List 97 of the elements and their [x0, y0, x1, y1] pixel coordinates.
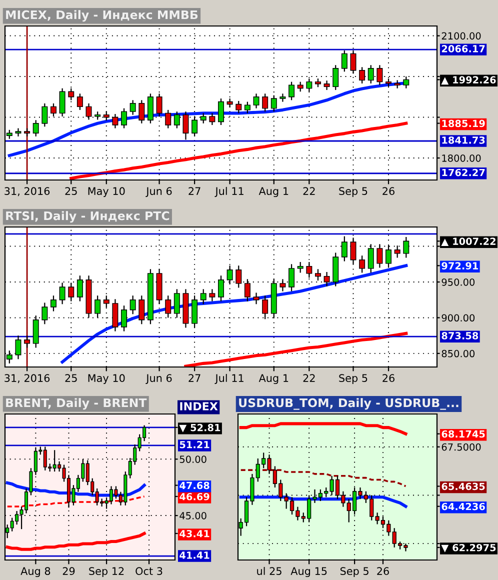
candlestick: [270, 94, 277, 112]
y-tick-label: 65.4635: [442, 482, 485, 490]
candlestick: [288, 81, 295, 101]
y-tick-label: 1800.00: [442, 154, 481, 162]
x-tick-label: ul 25: [257, 566, 282, 576]
candlestick: [297, 81, 304, 92]
x-tick-label: Sep 5: [339, 374, 368, 384]
x-tick-label: 22: [303, 187, 315, 195]
x-tick-label: 26: [382, 374, 394, 382]
x-tick-label: 22: [303, 374, 315, 382]
x-tick-label: Sep 5: [340, 567, 368, 578]
x-tick-label: Aug 8: [20, 567, 50, 578]
y-tick-label: ▲ 1007.22: [441, 238, 496, 246]
y-tick-label: 950.00: [442, 278, 475, 286]
candlestick: [76, 93, 83, 110]
y-tick-label: ▼ 52.81: [179, 424, 220, 432]
x-tick-label: Sep 5: [339, 187, 368, 198]
y-tick-label: 850.00: [442, 350, 475, 358]
chart-title: RTSI, Daily - Индекс РТС: [6, 211, 170, 223]
candlestick: [324, 80, 330, 91]
y-tick-label: 47.68: [180, 482, 210, 490]
x-tick-label: Jun 6: [146, 187, 172, 197]
y-tick-label: 43.41: [180, 530, 210, 538]
candlestick: [130, 295, 136, 315]
y-tick-label: 2100.00: [442, 32, 481, 40]
candlestick: [280, 93, 286, 102]
text: INDEX: [180, 402, 218, 410]
candlestick: [130, 100, 136, 116]
candlestick: [59, 88, 66, 117]
candlestick: [112, 113, 118, 129]
y-tick-label: 50.00: [180, 456, 206, 463]
candlestick: [262, 93, 268, 112]
x-tick-label: 25: [65, 187, 77, 196]
candlestick: [109, 486, 114, 505]
candlestick: [24, 335, 30, 348]
x-tick-label: Jun 6: [146, 374, 172, 384]
candlestick: [209, 112, 216, 126]
x-tick-label: Oct 3: [136, 567, 162, 576]
x-tick-label: Aug 15: [290, 567, 327, 578]
ref-line-label: 51.21: [180, 440, 210, 448]
x-tick-label: Aug 1: [258, 187, 288, 198]
ref-line-label: 41.41: [180, 552, 210, 559]
y-tick-label: ▼ 62.2975: [441, 544, 496, 552]
x-tick-label: Sep 12: [89, 567, 124, 578]
candlestick: [359, 255, 366, 274]
candlestick: [280, 278, 286, 292]
line-series: [239, 422, 408, 436]
x-tick-label: 31, 2016: [4, 374, 50, 384]
x-tick-label: 29: [62, 567, 75, 576]
chart-title: MICEX, Daily - Индекс ММВБ: [6, 10, 198, 22]
y-tick-label: 64.4236: [442, 502, 485, 510]
candlestick: [200, 288, 206, 305]
candlestick: [236, 100, 242, 114]
y-tick-label: 900.00: [442, 314, 475, 322]
y-tick-label: ▲ 1992.26: [441, 76, 496, 85]
x-tick-label: Jul 11: [214, 186, 244, 197]
ref-line-label: 873.58: [442, 332, 478, 340]
x-tick-label: Jul 11: [214, 374, 244, 384]
candlestick: [314, 268, 321, 282]
y-tick-label: 46.69: [180, 492, 210, 500]
x-tick-label: Aug 1: [258, 374, 288, 384]
chart-title: BRENT, Daily - BRENT: [6, 398, 147, 410]
candlestick: [32, 120, 39, 137]
candlestick: [112, 298, 118, 332]
line-series: [60, 264, 408, 364]
ref-line-label: 1841.73: [442, 136, 485, 144]
x-tick-label: May 10: [88, 187, 125, 198]
candlestick: [297, 261, 304, 274]
x-tick-label: 27: [188, 187, 200, 195]
candlestick: [15, 128, 22, 137]
y-tick-label: 972.91: [442, 262, 478, 270]
y-tick-label: 1885.19: [442, 120, 485, 128]
y-tick-label: 67.5000: [442, 443, 481, 451]
x-tick-label: 26: [377, 567, 389, 576]
candlestick: [341, 50, 348, 72]
x-tick-label: 25: [65, 374, 77, 382]
ref-line-label: 2066.17: [442, 45, 485, 52]
y-tick-label: 45.00: [180, 512, 206, 520]
candlestick: [244, 101, 250, 114]
candlestick: [121, 108, 128, 129]
x-tick-label: 31, 2016: [4, 187, 50, 196]
candlestick: [253, 93, 260, 109]
candlestick: [147, 93, 154, 124]
candlestick: [209, 288, 216, 302]
ref-line-label: 1762.27: [442, 168, 485, 176]
chart-title: USDRUB_TOM, Daily - USDRUB_...: [239, 398, 458, 410]
candlestick: [50, 295, 56, 312]
x-tick-label: 27: [188, 374, 200, 382]
x-tick-label: 26: [382, 187, 394, 196]
candlestick: [138, 100, 145, 124]
candlestick: [253, 292, 260, 305]
x-tick-label: May 10: [88, 374, 125, 384]
candlestick: [59, 282, 66, 305]
line-series: [184, 332, 408, 367]
y-tick-label: 68.1745: [442, 430, 485, 438]
line-series: [70, 122, 408, 180]
line-series: [6, 532, 146, 551]
